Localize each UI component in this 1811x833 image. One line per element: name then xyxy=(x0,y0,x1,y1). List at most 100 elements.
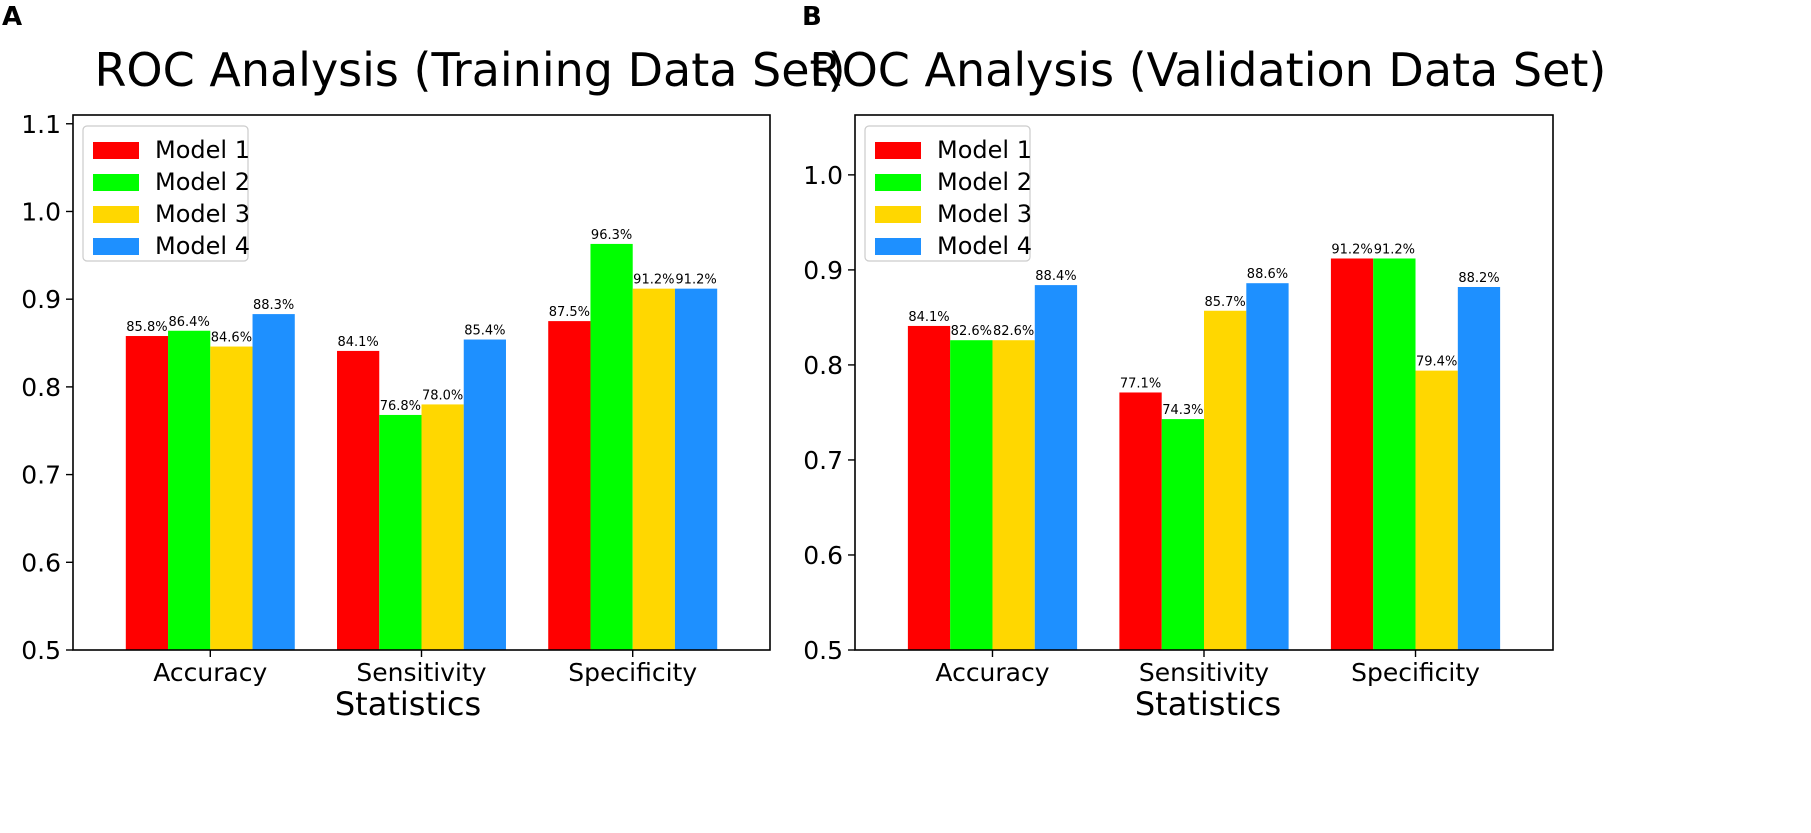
data-label: 82.6% xyxy=(993,324,1034,339)
y-tick-label: 0.7 xyxy=(21,461,61,490)
data-label: 85.4% xyxy=(464,324,505,339)
legend-entry: Model 3 xyxy=(937,200,1032,228)
x-tick-label-accuracy: Accuracy xyxy=(935,658,1049,687)
bar-model-4-specificity xyxy=(674,288,718,650)
data-label: 84.6% xyxy=(211,331,252,346)
data-label: 77.1% xyxy=(1120,376,1161,391)
bar-model-4-accuracy xyxy=(252,314,295,650)
bar-model-1-specificity xyxy=(548,321,591,650)
legend-swatch xyxy=(875,206,921,223)
bar-model-1-accuracy xyxy=(125,336,169,650)
legend-frame xyxy=(864,125,1031,262)
x-axis-label: Statistics xyxy=(335,685,481,723)
legend-swatch xyxy=(93,206,139,223)
data-label: 88.6% xyxy=(1247,267,1288,282)
bars xyxy=(907,258,1501,650)
x-tick-label-specificity: Specificity xyxy=(1351,658,1480,687)
y-tick-label: 0.5 xyxy=(803,636,843,665)
y-axis: 0.5 0.6 0.7 0.8 0.9 1.0 1.1 xyxy=(21,110,73,665)
data-label: 87.5% xyxy=(549,305,590,320)
bar-model-4-accuracy xyxy=(1034,285,1078,650)
x-axis-label: Statistics xyxy=(1135,685,1281,723)
data-label: 79.4% xyxy=(1416,355,1457,370)
x-tick-label-specificity: Specificity xyxy=(568,658,697,687)
legend-swatch xyxy=(93,238,139,255)
x-tick-label-accuracy: Accuracy xyxy=(153,658,267,687)
x-axis: Accuracy Sensitivity Specificity xyxy=(935,650,1480,687)
data-label: 78.0% xyxy=(422,388,463,403)
data-label: 74.3% xyxy=(1162,403,1203,418)
bar-model-3-specificity xyxy=(1415,370,1458,650)
bar-model-4-sensitivity xyxy=(463,339,506,650)
data-label: 88.2% xyxy=(1458,271,1499,286)
legend: Model 1 Model 2 Model 3 Model 4 xyxy=(82,125,250,262)
data-label: 96.3% xyxy=(591,228,632,243)
data-label: 84.1% xyxy=(337,335,378,350)
bar-model-2-specificity xyxy=(1373,258,1416,650)
y-tick-label: 0.6 xyxy=(21,548,61,577)
x-axis: Accuracy Sensitivity Specificity xyxy=(153,650,697,687)
bar-model-2-accuracy xyxy=(950,340,993,650)
bar-model-3-sensitivity xyxy=(1204,310,1247,650)
bar-model-2-specificity xyxy=(590,243,633,651)
bar-model-3-accuracy xyxy=(210,346,253,650)
legend-swatch xyxy=(93,142,139,159)
data-label: 84.1% xyxy=(908,310,949,325)
panel-b: B ROC Analysis (Validation Data Set) 84.… xyxy=(802,2,1606,723)
data-label: 88.4% xyxy=(1035,269,1076,284)
y-tick-label: 1.0 xyxy=(803,161,843,190)
bar-model-4-specificity xyxy=(1457,286,1501,650)
data-label: 82.6% xyxy=(951,324,992,339)
bar-model-2-sensitivity xyxy=(379,414,422,650)
bar-model-3-sensitivity xyxy=(421,404,464,650)
bar-model-1-accuracy xyxy=(907,325,951,650)
y-tick-label: 0.9 xyxy=(803,256,843,285)
bar-model-1-specificity xyxy=(1330,258,1374,650)
chart-title: ROC Analysis (Training Data Set) xyxy=(94,43,845,97)
y-tick-label: 0.8 xyxy=(803,351,843,380)
y-tick-label: 1.1 xyxy=(21,110,61,139)
y-tick-label: 0.5 xyxy=(21,636,61,665)
data-labels: 84.1% 77.1% 91.2% 82.6% 74.3% 91.2% 82.6% 85.7%… xyxy=(908,242,1499,418)
panel-a: A ROC Analysis (Training Data Set) 85.8%… xyxy=(2,2,846,723)
y-tick-label: 0.9 xyxy=(21,285,61,314)
bar-model-1-sensitivity xyxy=(1119,392,1162,650)
y-tick-label: 1.0 xyxy=(21,197,61,226)
legend-swatch xyxy=(875,174,921,191)
bar-model-2-accuracy xyxy=(168,330,211,650)
panel-letter: B xyxy=(802,2,822,32)
data-label: 76.8% xyxy=(380,399,421,414)
bar-model-3-accuracy xyxy=(992,340,1035,650)
panel-letter: A xyxy=(2,2,22,32)
data-label: 85.7% xyxy=(1204,295,1245,310)
legend-entry: Model 2 xyxy=(937,168,1032,196)
data-label: 85.8% xyxy=(126,320,167,335)
legend-entry: Model 4 xyxy=(937,232,1032,260)
legend: Model 1 Model 2 Model 3 Model 4 xyxy=(864,125,1032,262)
bar-model-1-sensitivity xyxy=(337,350,380,650)
x-tick-label-sensitivity: Sensitivity xyxy=(1139,658,1269,687)
bars xyxy=(125,243,718,651)
legend-entry: Model 1 xyxy=(155,136,250,164)
data-labels: 85.8% 84.1% 87.5% 86.4% 76.8% 96.3% 84.6% 78.0%… xyxy=(126,228,716,414)
x-tick-label-sensitivity: Sensitivity xyxy=(356,658,486,687)
data-label: 91.2% xyxy=(1374,242,1415,257)
chart-title: ROC Analysis (Validation Data Set) xyxy=(810,43,1607,97)
legend-entry: Model 3 xyxy=(155,200,250,228)
legend-entry: Model 1 xyxy=(937,136,1032,164)
y-axis: 0.5 0.6 0.7 0.8 0.9 1.0 xyxy=(803,161,855,665)
bar-model-4-sensitivity xyxy=(1246,283,1289,650)
data-label: 91.2% xyxy=(675,273,716,288)
bar-model-2-sensitivity xyxy=(1161,419,1204,650)
data-label: 86.4% xyxy=(169,315,210,330)
bar-model-3-specificity xyxy=(632,288,675,650)
legend-swatch xyxy=(93,174,139,191)
y-tick-label: 0.8 xyxy=(21,373,61,402)
legend-entry: Model 2 xyxy=(155,168,250,196)
data-label: 91.2% xyxy=(1331,242,1372,257)
y-tick-label: 0.7 xyxy=(803,446,843,475)
data-label: 91.2% xyxy=(633,273,674,288)
legend-swatch xyxy=(875,142,921,159)
